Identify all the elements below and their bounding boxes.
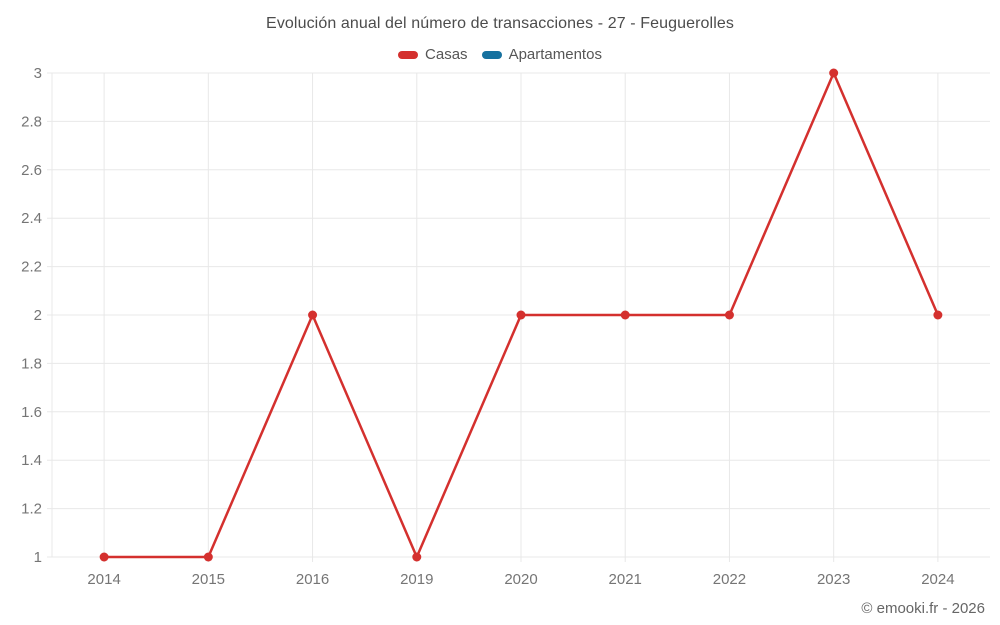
y-tick-label: 1.6 [21,404,42,421]
y-tick-label: 2.4 [21,210,42,227]
x-tick-label: 2019 [400,571,433,588]
x-tick-label: 2023 [817,571,850,588]
y-tick-label: 1 [34,549,42,566]
legend-label: Casas [425,46,468,63]
x-tick-label: 2014 [87,571,120,588]
legend-swatch-icon [398,50,419,59]
y-tick-label: 2.2 [21,259,42,276]
data-point-casas-2024[interactable] [933,310,943,320]
legend: Casas Apartamentos [0,46,1000,63]
data-point-casas-2016[interactable] [308,310,318,320]
y-tick-label: 1.8 [21,355,42,372]
y-tick-label: 2.8 [21,113,42,130]
legend-swatch-icon [481,50,502,59]
x-tick-label: 2015 [192,571,225,588]
y-tick-label: 2.6 [21,162,42,179]
y-tick-label: 1.4 [21,452,42,469]
data-point-casas-2023[interactable] [829,68,839,78]
x-tick-label: 2021 [609,571,642,588]
y-tick-label: 3 [34,65,42,82]
data-point-casas-2015[interactable] [203,552,213,562]
data-point-casas-2014[interactable] [99,552,109,562]
x-tick-label: 2022 [713,571,746,588]
legend-item-apartamentos[interactable]: Apartamentos [481,46,602,63]
y-tick-label: 2 [34,307,42,324]
data-point-casas-2019[interactable] [412,552,422,562]
copyright-watermark: © emooki.fr - 2026 [861,600,985,617]
x-tick-label: 2024 [921,571,954,588]
chart-title: Evolución anual del número de transaccio… [266,15,734,32]
legend-item-casas[interactable]: Casas [398,46,468,63]
data-point-casas-2022[interactable] [724,310,734,320]
data-point-casas-2020[interactable] [516,310,526,320]
data-point-casas-2021[interactable] [620,310,630,320]
x-tick-label: 2016 [296,571,329,588]
x-tick-label: 2020 [504,571,537,588]
y-tick-label: 1.2 [21,501,42,518]
legend-label: Apartamentos [508,46,602,63]
